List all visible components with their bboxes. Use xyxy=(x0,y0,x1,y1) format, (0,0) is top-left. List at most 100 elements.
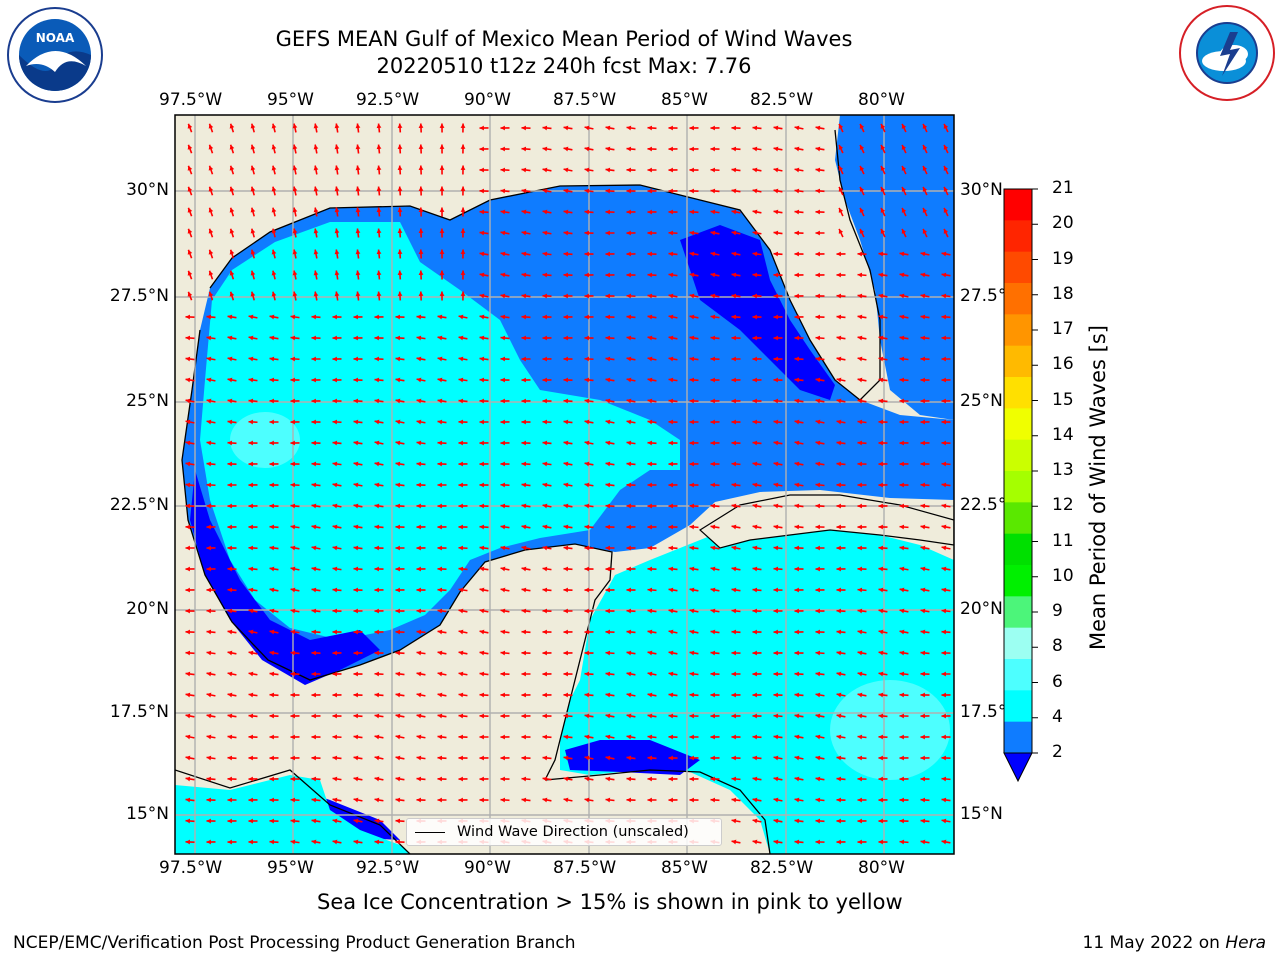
wave-arrow-head xyxy=(710,440,715,446)
wave-arrow-head xyxy=(941,671,946,677)
wave-arrow-head xyxy=(901,165,907,171)
wave-arrow-head xyxy=(941,797,947,803)
wave-arrow-head xyxy=(794,734,800,740)
wave-arrow-head xyxy=(542,230,548,236)
chart-subtitle: 20220510 t12z 240h fcst Max: 7.76 xyxy=(376,54,752,78)
wave-arrow-head xyxy=(647,251,652,257)
wave-arrow-head xyxy=(731,356,736,362)
wave-arrow-head xyxy=(521,419,526,425)
wave-arrow-head xyxy=(731,314,737,320)
wave-arrow-head xyxy=(857,251,862,257)
wave-arrow-head xyxy=(206,398,212,404)
colorbar-tick-label: 10 xyxy=(1052,565,1074,586)
wave-arrow-head xyxy=(710,545,716,551)
wave-arrow-head xyxy=(374,650,379,656)
wave-arrow-head xyxy=(584,398,590,404)
wave-arrow-head xyxy=(836,671,842,677)
short-period-zone xyxy=(190,470,380,685)
wave-arrow-head xyxy=(899,650,905,656)
wave-arrow-head xyxy=(563,545,569,551)
wave-arrow-head xyxy=(773,797,779,803)
wave-arrow-head xyxy=(731,167,737,173)
wave-arrow-head xyxy=(521,755,526,761)
wave-arrow-head xyxy=(271,249,277,255)
wave-arrow-head xyxy=(605,482,611,488)
wave-arrow-head xyxy=(941,440,946,446)
wave-arrow-head xyxy=(731,293,737,299)
wave-arrow-head xyxy=(794,671,800,677)
wave-arrow-head xyxy=(605,608,610,614)
wave-arrow-head xyxy=(584,734,590,740)
wave-arrow-head xyxy=(416,650,422,656)
wave-arrow-head xyxy=(290,650,296,656)
wave-arrow-head xyxy=(187,207,193,213)
wave-arrow-head xyxy=(920,692,925,698)
wave-arrow-head xyxy=(437,797,442,803)
wave-arrow-head xyxy=(878,251,884,257)
wave-arrow-head xyxy=(248,356,254,362)
lon-label-bottom: 80°W xyxy=(858,858,905,878)
wave-arrow-head xyxy=(353,797,359,803)
wave-arrow-head xyxy=(731,692,736,698)
wave-arrow-head xyxy=(374,566,379,572)
coastline xyxy=(544,769,771,854)
wave-arrow-head xyxy=(647,776,652,782)
wave-arrow-head xyxy=(857,398,863,404)
wave-arrow-head xyxy=(353,818,359,824)
colorbar-block xyxy=(1004,189,1032,221)
wave-arrow-head xyxy=(584,209,590,215)
legend-label: Wind Wave Direction (unscaled) xyxy=(457,824,689,840)
wave-arrow-head xyxy=(647,314,653,320)
wave-arrow-head xyxy=(355,291,361,297)
wave-arrow-head xyxy=(752,230,758,236)
wave-arrow-head xyxy=(857,335,863,341)
wave-arrow-head xyxy=(500,713,505,719)
wave-arrow-head xyxy=(899,797,904,803)
wave-arrow-head xyxy=(710,587,716,593)
wave-arrow-head xyxy=(943,207,949,213)
coastline xyxy=(181,389,613,781)
wave-arrow-head xyxy=(458,482,463,488)
wave-arrow-head xyxy=(857,734,863,740)
wave-arrow-head xyxy=(355,165,361,171)
wave-arrow-head xyxy=(941,713,946,719)
wave-arrow-head xyxy=(521,524,527,530)
wave-arrow-head xyxy=(269,776,274,782)
wave-arrow-head xyxy=(773,188,779,194)
period-6-8-patch xyxy=(230,412,300,468)
wave-arrow-head xyxy=(479,566,485,572)
wave-arrow-head xyxy=(395,482,401,488)
wind-wave-arrows xyxy=(185,123,951,845)
wave-arrow-head xyxy=(500,167,506,173)
wave-arrow-head xyxy=(542,125,548,131)
wave-arrow-head xyxy=(376,228,382,234)
short-period-zone xyxy=(680,225,835,400)
wave-arrow-head xyxy=(563,482,569,488)
wave-arrow-head xyxy=(353,566,359,572)
wave-arrow-head xyxy=(794,356,800,362)
wave-arrow-head xyxy=(731,272,737,278)
wave-arrow-head xyxy=(689,629,695,635)
wave-arrow-head xyxy=(292,165,298,171)
wave-arrow-head xyxy=(920,839,926,845)
wave-arrow-head xyxy=(437,398,443,404)
wave-arrow-head xyxy=(752,587,758,593)
wave-arrow-head xyxy=(563,692,568,698)
wave-arrow-head xyxy=(479,587,485,593)
wave-arrow-head xyxy=(563,650,568,656)
wave-arrow-head xyxy=(878,818,883,824)
wave-arrow-head xyxy=(794,818,800,824)
wave-arrow-head xyxy=(794,167,800,173)
wave-arrow-head xyxy=(353,671,358,677)
wave-arrow-head xyxy=(605,755,611,761)
wave-arrow-head xyxy=(460,144,466,149)
wave-arrow-head xyxy=(857,482,862,488)
wave-arrow-head xyxy=(731,587,737,593)
wave-arrow-head xyxy=(248,713,254,719)
wave-arrow-head xyxy=(647,377,653,383)
wave-arrow-head xyxy=(500,461,505,467)
wave-arrow-head xyxy=(899,545,905,551)
wave-arrow-head xyxy=(710,188,716,194)
wave-arrow-head xyxy=(248,566,254,572)
wave-arrow-head xyxy=(941,356,946,362)
